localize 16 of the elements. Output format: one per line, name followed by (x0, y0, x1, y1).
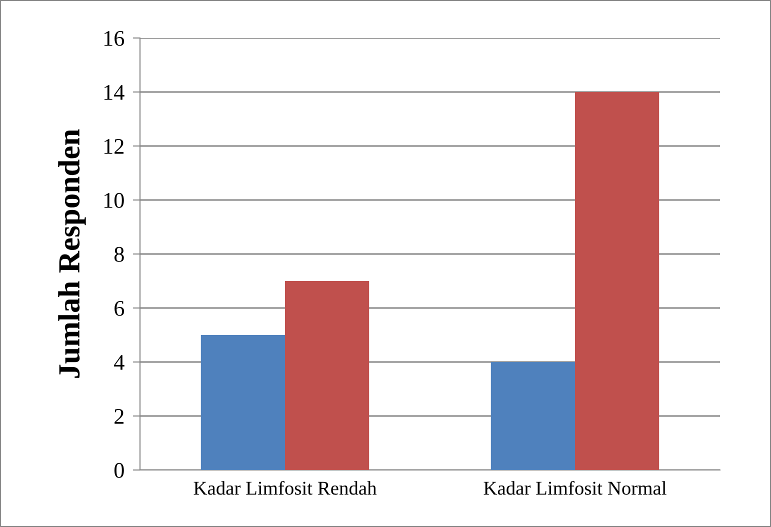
x-tick-label: Kadar Limfosit Rendah (194, 480, 377, 495)
y-tick-label: 12 (104, 138, 124, 154)
y-tick-label: 10 (104, 192, 124, 208)
y-axis-title: Jumlah Responden (58, 129, 86, 378)
bar (200, 335, 285, 470)
bar (575, 92, 660, 470)
x-tick-label: Kadar Limfosit Normal (484, 480, 666, 495)
bar (490, 362, 575, 470)
y-tick-label: 14 (104, 85, 124, 100)
y-tick-label: 6 (114, 300, 124, 316)
bar (285, 281, 370, 470)
y-tick-label: 0 (114, 462, 124, 478)
y-tick-label: 4 (114, 355, 124, 370)
y-tick-label: 2 (114, 408, 124, 424)
y-tick-label: 8 (114, 246, 124, 262)
y-tick-label: 16 (104, 30, 124, 46)
